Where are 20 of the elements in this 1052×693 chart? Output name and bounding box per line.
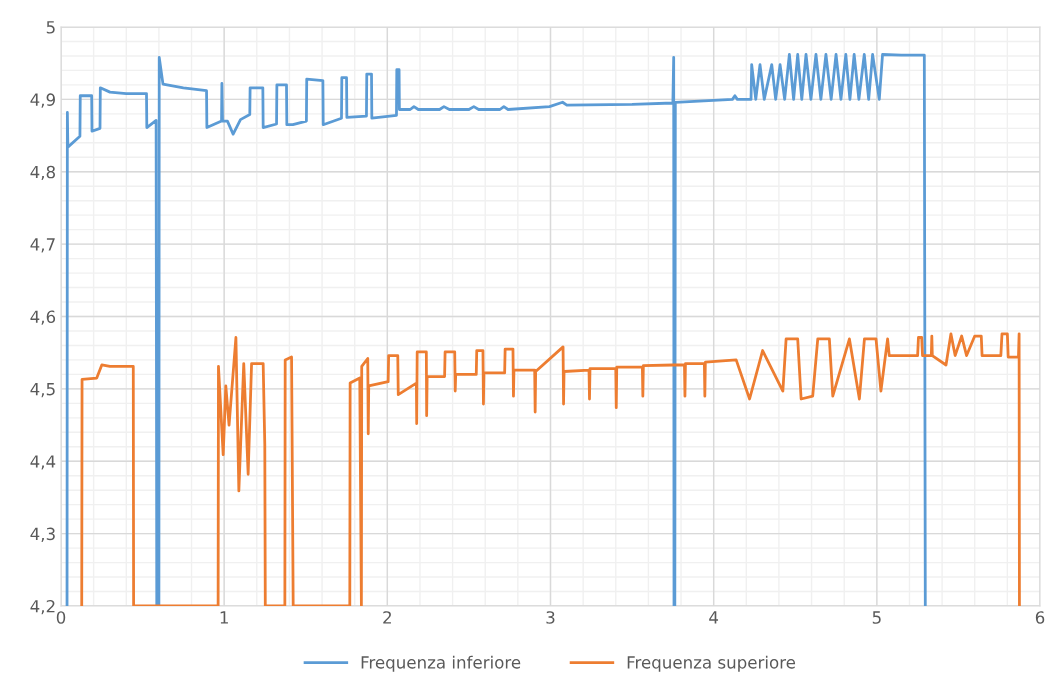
y-tick-label: 4,4 [30,455,56,470]
y-tick-label: 4,2 [30,599,55,615]
x-tick-label: 4 [709,611,719,624]
y-tick-label: 4,8 [30,165,55,181]
legend-label: Frequenza superiore [627,655,796,672]
y-tick-label: 5 [46,21,55,34]
y-tick-label: 4,6 [30,310,56,325]
x-tick-label: 6 [1035,611,1045,624]
y-tick-label: 4,5 [30,383,55,398]
x-tick-label: 2 [383,611,391,624]
x-tick-label: 0 [56,611,66,624]
x-tick-label: 1 [220,611,228,624]
x-tick-label: 3 [546,611,555,624]
line-series [80,332,1021,606]
line-series [65,53,927,606]
x-tick-label: 5 [872,611,881,624]
y-tick-label: 4,9 [30,93,55,108]
y-tick-label: 4,7 [30,238,55,253]
y-tick-label: 4,3 [30,527,55,542]
legend-label: Frequenza inferiore [361,655,521,672]
